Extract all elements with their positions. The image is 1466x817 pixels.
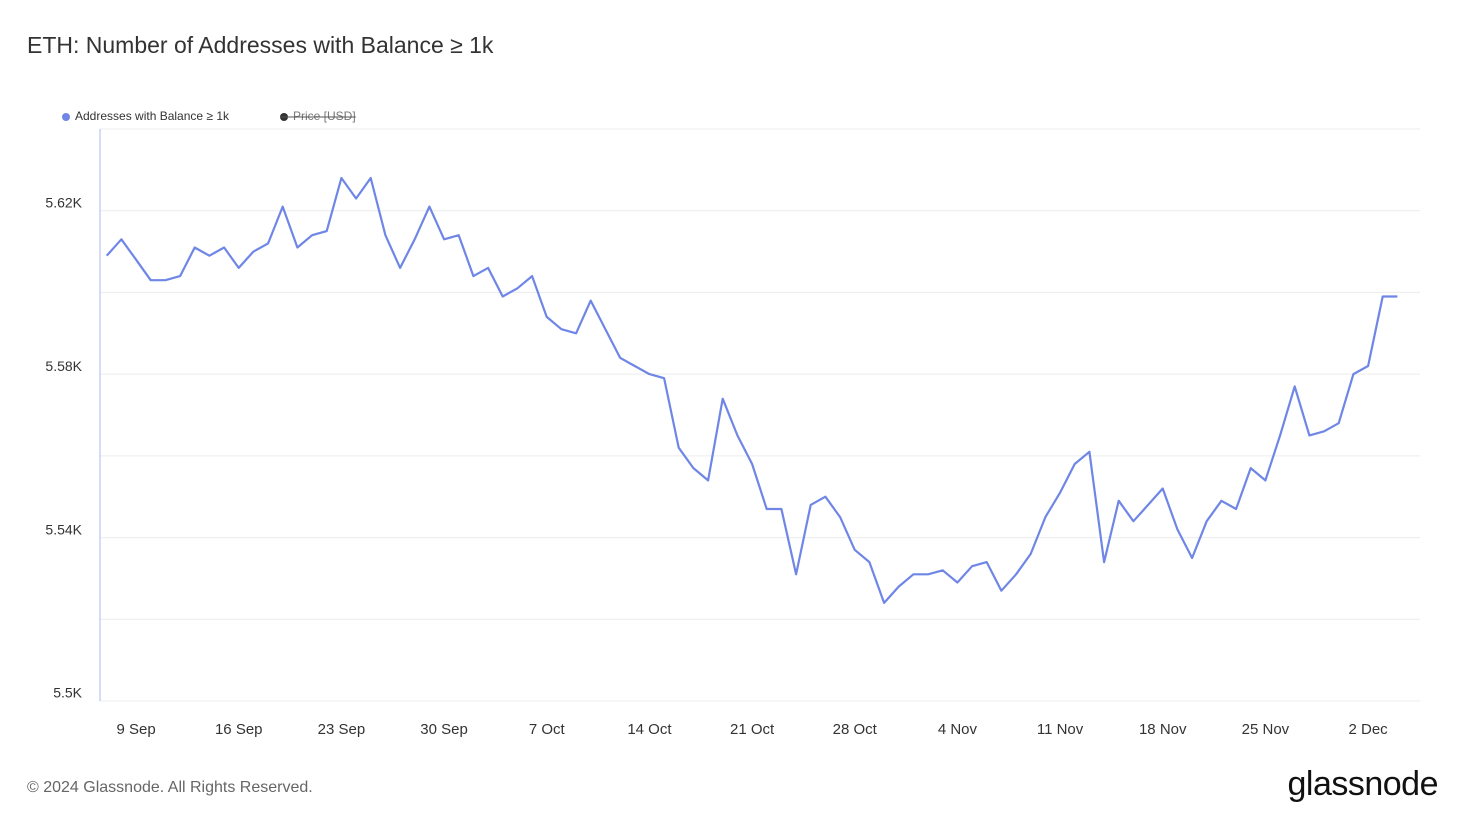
legend-label[interactable]: Price [USD] (293, 109, 356, 123)
x-tick-label: 23 Sep (318, 721, 366, 738)
x-tick-label: 2 Dec (1348, 721, 1388, 738)
y-tick-label: 5.54K (45, 521, 82, 537)
x-tick-label: 9 Sep (116, 721, 155, 738)
y-tick-label: 5.58K (45, 358, 82, 374)
copyright: © 2024 Glassnode. All Rights Reserved. (27, 779, 313, 796)
y-tick-label: 5.5K (53, 685, 82, 701)
x-tick-label: 14 Oct (627, 721, 672, 738)
x-tick-label: 25 Nov (1242, 721, 1290, 738)
data-line (105, 176, 1398, 604)
legend-marker[interactable] (62, 113, 70, 121)
x-tick-label: 7 Oct (529, 721, 566, 738)
x-tick-label: 16 Sep (215, 721, 263, 738)
x-tick-label: 30 Sep (420, 721, 468, 738)
x-tick-label: 4 Nov (938, 721, 978, 738)
y-tick-label: 5.62K (45, 194, 82, 210)
legend-label[interactable]: Addresses with Balance ≥ 1k (75, 109, 230, 123)
x-tick-label: 28 Oct (833, 721, 878, 738)
x-tick-label: 18 Nov (1139, 721, 1187, 738)
brand-logo: glassnode (1287, 765, 1438, 803)
chart-title: ETH: Number of Addresses with Balance ≥ … (27, 32, 494, 58)
x-tick-label: 11 Nov (1037, 721, 1084, 738)
x-tick-label: 21 Oct (730, 721, 775, 738)
